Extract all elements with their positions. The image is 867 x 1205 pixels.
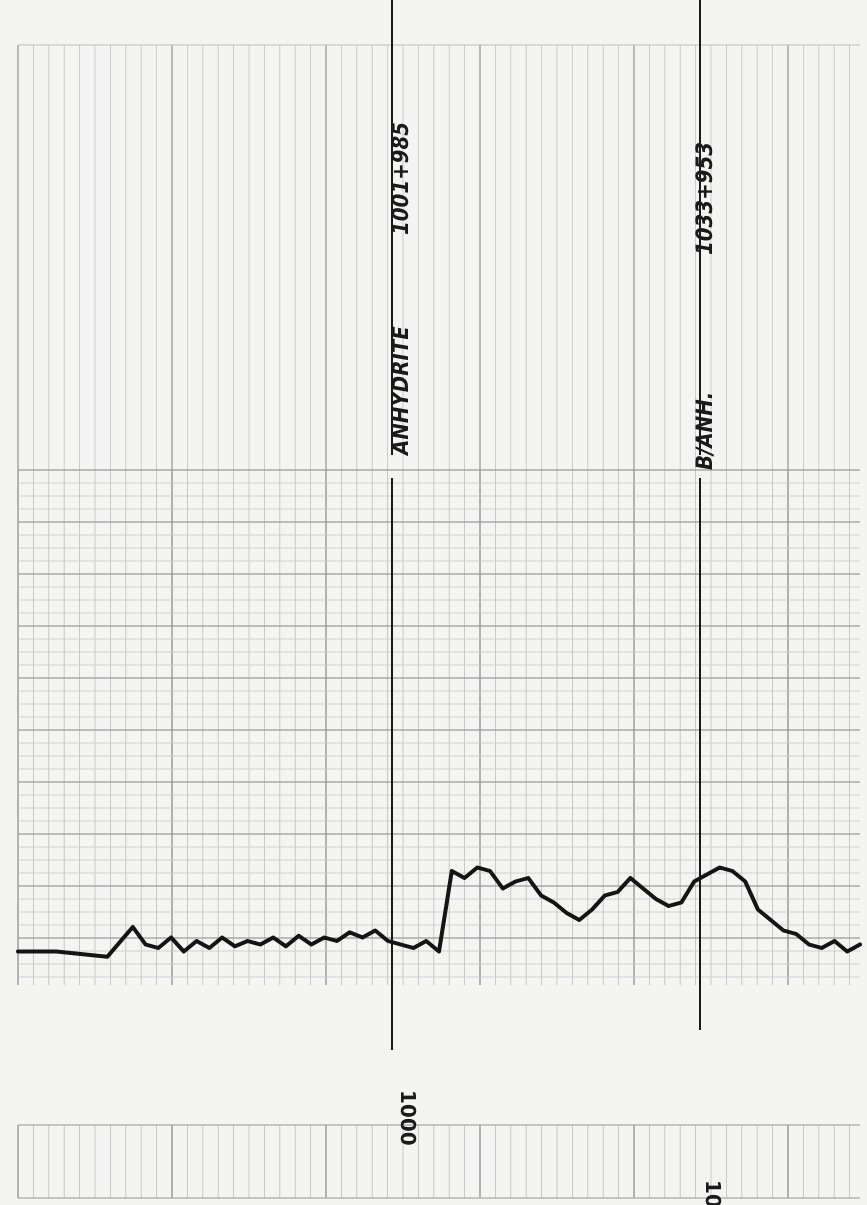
bottom-strip-grid xyxy=(17,1124,860,1199)
formation-name-banh: B/ANH. xyxy=(693,392,718,470)
depth-label-1050: 1050 xyxy=(701,1180,725,1205)
upper-track-grid xyxy=(17,44,860,470)
lower-track-grid xyxy=(17,469,860,985)
formation-name-anhydrite: ANHYDRITE xyxy=(389,326,414,457)
formation-pick-anhydrite: 1001+985 xyxy=(389,122,414,235)
log-curve xyxy=(16,865,862,959)
depth-label-1000: 1000 xyxy=(396,1090,420,1146)
formation-pick-banh: 1033+953 xyxy=(693,142,718,255)
